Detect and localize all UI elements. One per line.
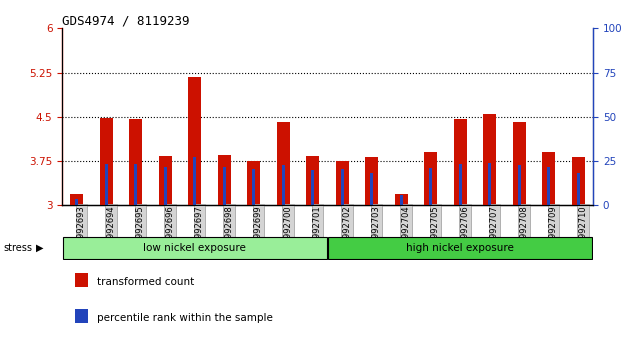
Text: GSM992695: GSM992695 [136, 205, 145, 256]
Text: GSM992698: GSM992698 [224, 205, 233, 256]
Text: GSM992701: GSM992701 [313, 205, 322, 256]
Bar [488, 163, 491, 205]
Bar [129, 119, 142, 205]
Bar [70, 194, 83, 205]
Text: GSM992699: GSM992699 [254, 205, 263, 256]
Text: GSM992696: GSM992696 [165, 205, 175, 256]
Bar [577, 173, 580, 205]
Bar [188, 77, 201, 205]
Text: GSM992704: GSM992704 [401, 205, 410, 256]
Bar [547, 167, 550, 205]
Bar [75, 199, 78, 205]
Text: GSM992708: GSM992708 [519, 205, 528, 256]
Bar [218, 155, 231, 205]
Text: GSM992703: GSM992703 [372, 205, 381, 256]
Bar [164, 167, 167, 205]
Bar [424, 152, 437, 205]
Bar [247, 161, 260, 205]
Bar [223, 167, 226, 205]
Text: GSM992709: GSM992709 [549, 205, 558, 256]
Bar [429, 168, 432, 205]
Text: GSM992706: GSM992706 [460, 205, 469, 256]
Bar [542, 152, 555, 205]
Bar [311, 170, 314, 205]
Bar [365, 157, 378, 205]
Text: high nickel exposure: high nickel exposure [406, 243, 514, 253]
Bar [513, 121, 526, 205]
Bar [395, 194, 408, 205]
Bar [193, 157, 196, 205]
Bar [252, 169, 255, 205]
Bar [454, 119, 467, 205]
Bar [105, 164, 108, 205]
Bar [459, 164, 462, 205]
Bar [282, 165, 285, 205]
Bar [483, 114, 496, 205]
FancyBboxPatch shape [63, 236, 327, 259]
Text: GSM992710: GSM992710 [578, 205, 587, 256]
Bar [100, 118, 113, 205]
Text: transformed count: transformed count [97, 277, 195, 287]
Text: GSM992700: GSM992700 [283, 205, 292, 256]
Text: ▶: ▶ [36, 243, 43, 253]
Bar [518, 165, 521, 205]
Text: stress: stress [3, 243, 32, 253]
Bar [277, 121, 290, 205]
Text: GSM992705: GSM992705 [431, 205, 440, 256]
Bar [400, 195, 403, 205]
Bar [306, 156, 319, 205]
Bar [370, 173, 373, 205]
Text: GSM992693: GSM992693 [77, 205, 86, 256]
Bar [159, 156, 172, 205]
Text: GSM992707: GSM992707 [490, 205, 499, 256]
Bar [341, 169, 344, 205]
Bar [572, 157, 585, 205]
Bar [336, 161, 349, 205]
Text: low nickel exposure: low nickel exposure [143, 243, 247, 253]
Text: GSM992697: GSM992697 [195, 205, 204, 256]
Text: GSM992702: GSM992702 [342, 205, 351, 256]
Text: GDS4974 / 8119239: GDS4974 / 8119239 [62, 14, 189, 27]
Text: GSM992694: GSM992694 [106, 205, 116, 256]
FancyBboxPatch shape [328, 236, 592, 259]
Bar [134, 164, 137, 205]
Text: percentile rank within the sample: percentile rank within the sample [97, 313, 273, 322]
